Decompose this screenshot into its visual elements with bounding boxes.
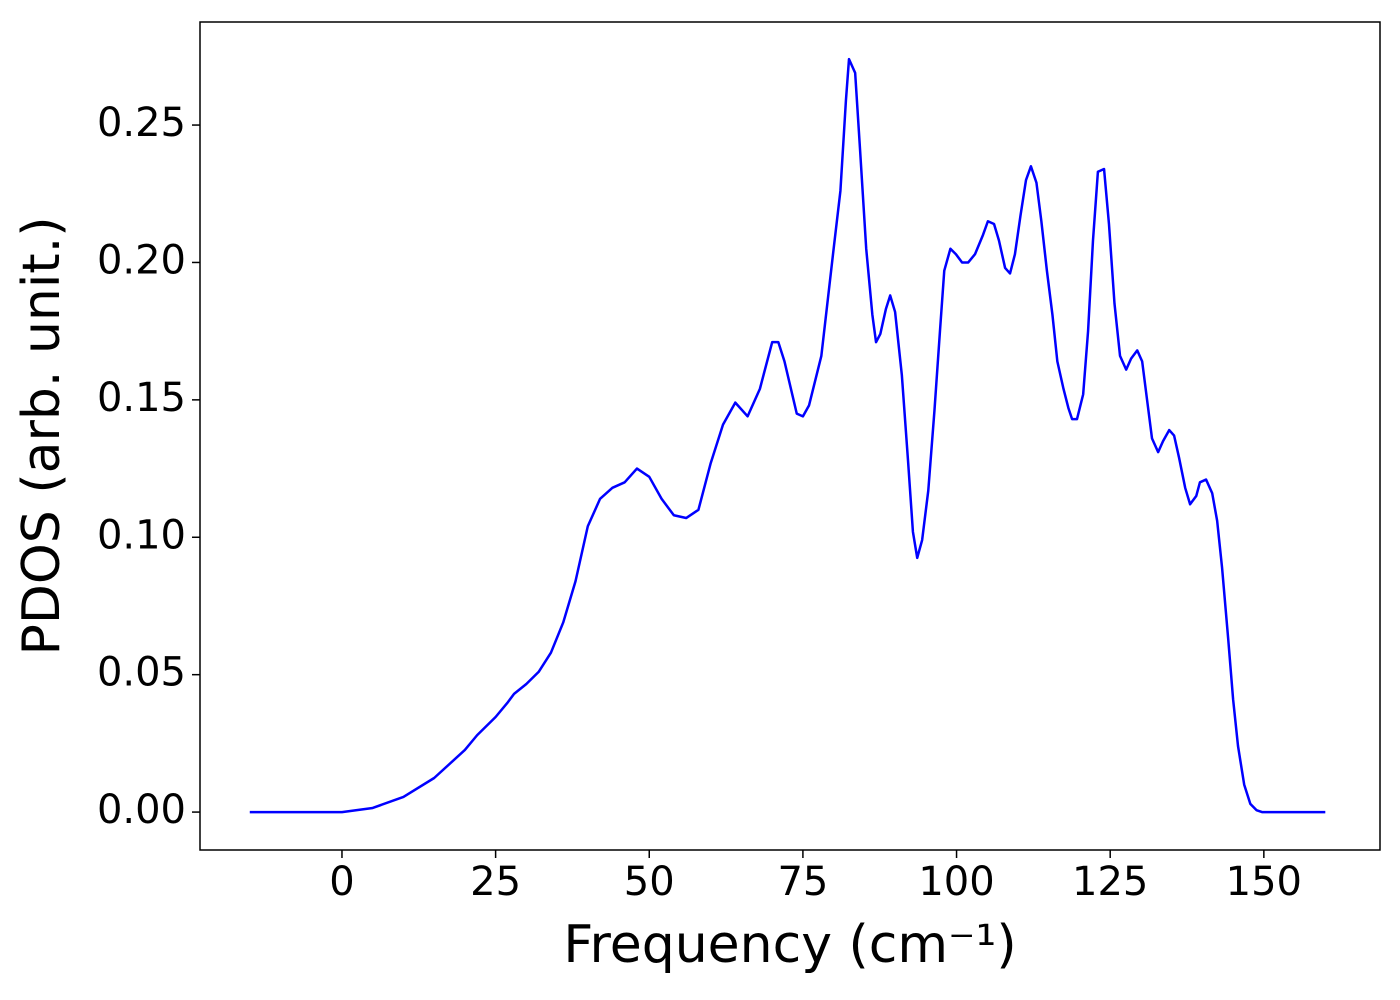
x-tick-label: 75 [777,859,828,905]
y-tick-label: 0.20 [97,237,186,283]
x-axis-label: Frequency (cm⁻¹) [563,915,1016,975]
plot-frame [199,21,1381,851]
x-tick-label: 125 [1072,859,1148,905]
x-tick-label: 25 [470,859,521,905]
y-tick-label: 0.00 [97,787,186,833]
y-axis-label: PDOS (arb. unit.) [12,216,72,655]
y-tick-label: 0.15 [97,375,186,421]
x-tick-label: 150 [1226,859,1302,905]
y-tick-label: 0.05 [97,650,186,696]
x-tick-label: 0 [329,859,354,905]
data-line [249,57,1326,814]
x-tick-label: 100 [918,859,994,905]
x-tick-label: 50 [624,859,675,905]
y-tick-label: 0.25 [97,100,186,146]
y-tick-label: 0.10 [97,512,186,558]
